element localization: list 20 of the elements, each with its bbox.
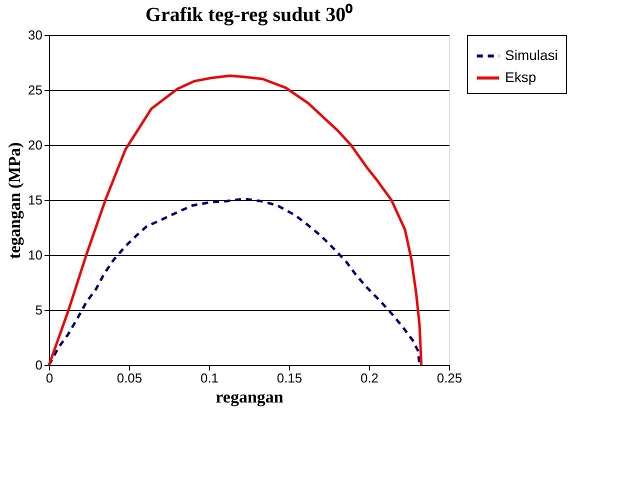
x-tick-label: 0.1	[200, 370, 219, 386]
x-tick-label: 0.05	[116, 370, 142, 386]
line-series	[48, 74, 423, 366]
y-tick-label: 15	[28, 192, 42, 208]
y-tick-label: 25	[28, 82, 42, 98]
x-tick-label: 0	[46, 370, 54, 386]
x-tick-label: 0.2	[360, 370, 379, 386]
legend-label: Eksp	[505, 69, 536, 85]
x-tick-label: 0.25	[436, 370, 462, 386]
y-tick-label: 5	[35, 302, 42, 318]
legend-label: Simulasi	[505, 47, 558, 63]
y-tick-label: 20	[28, 138, 42, 152]
x-axis-title: regangan	[216, 388, 284, 406]
x-tick-label: 0.15	[276, 370, 302, 386]
y-tick-label: 0	[35, 358, 42, 372]
y-tick-label: 30	[28, 28, 42, 42]
y-axis-title: tegangan (MPa)	[5, 142, 24, 259]
line-series	[48, 198, 421, 366]
chart-title: Grafik teg-reg sudut 30⁰	[145, 3, 353, 26]
y-tick-label: 10	[28, 248, 42, 262]
